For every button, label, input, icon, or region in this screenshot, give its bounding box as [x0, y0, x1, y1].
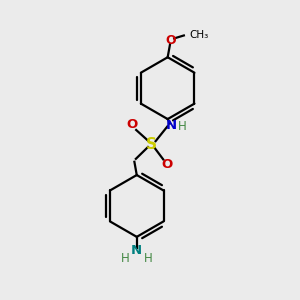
Text: N: N: [166, 119, 177, 132]
Text: O: O: [165, 34, 176, 47]
Text: O: O: [126, 118, 138, 131]
Text: CH₃: CH₃: [190, 30, 209, 40]
Text: S: S: [146, 136, 157, 152]
Text: H: H: [144, 252, 152, 266]
Text: H: H: [178, 120, 187, 133]
Text: H: H: [121, 252, 130, 266]
Text: O: O: [161, 158, 172, 171]
Text: N: N: [131, 244, 142, 256]
